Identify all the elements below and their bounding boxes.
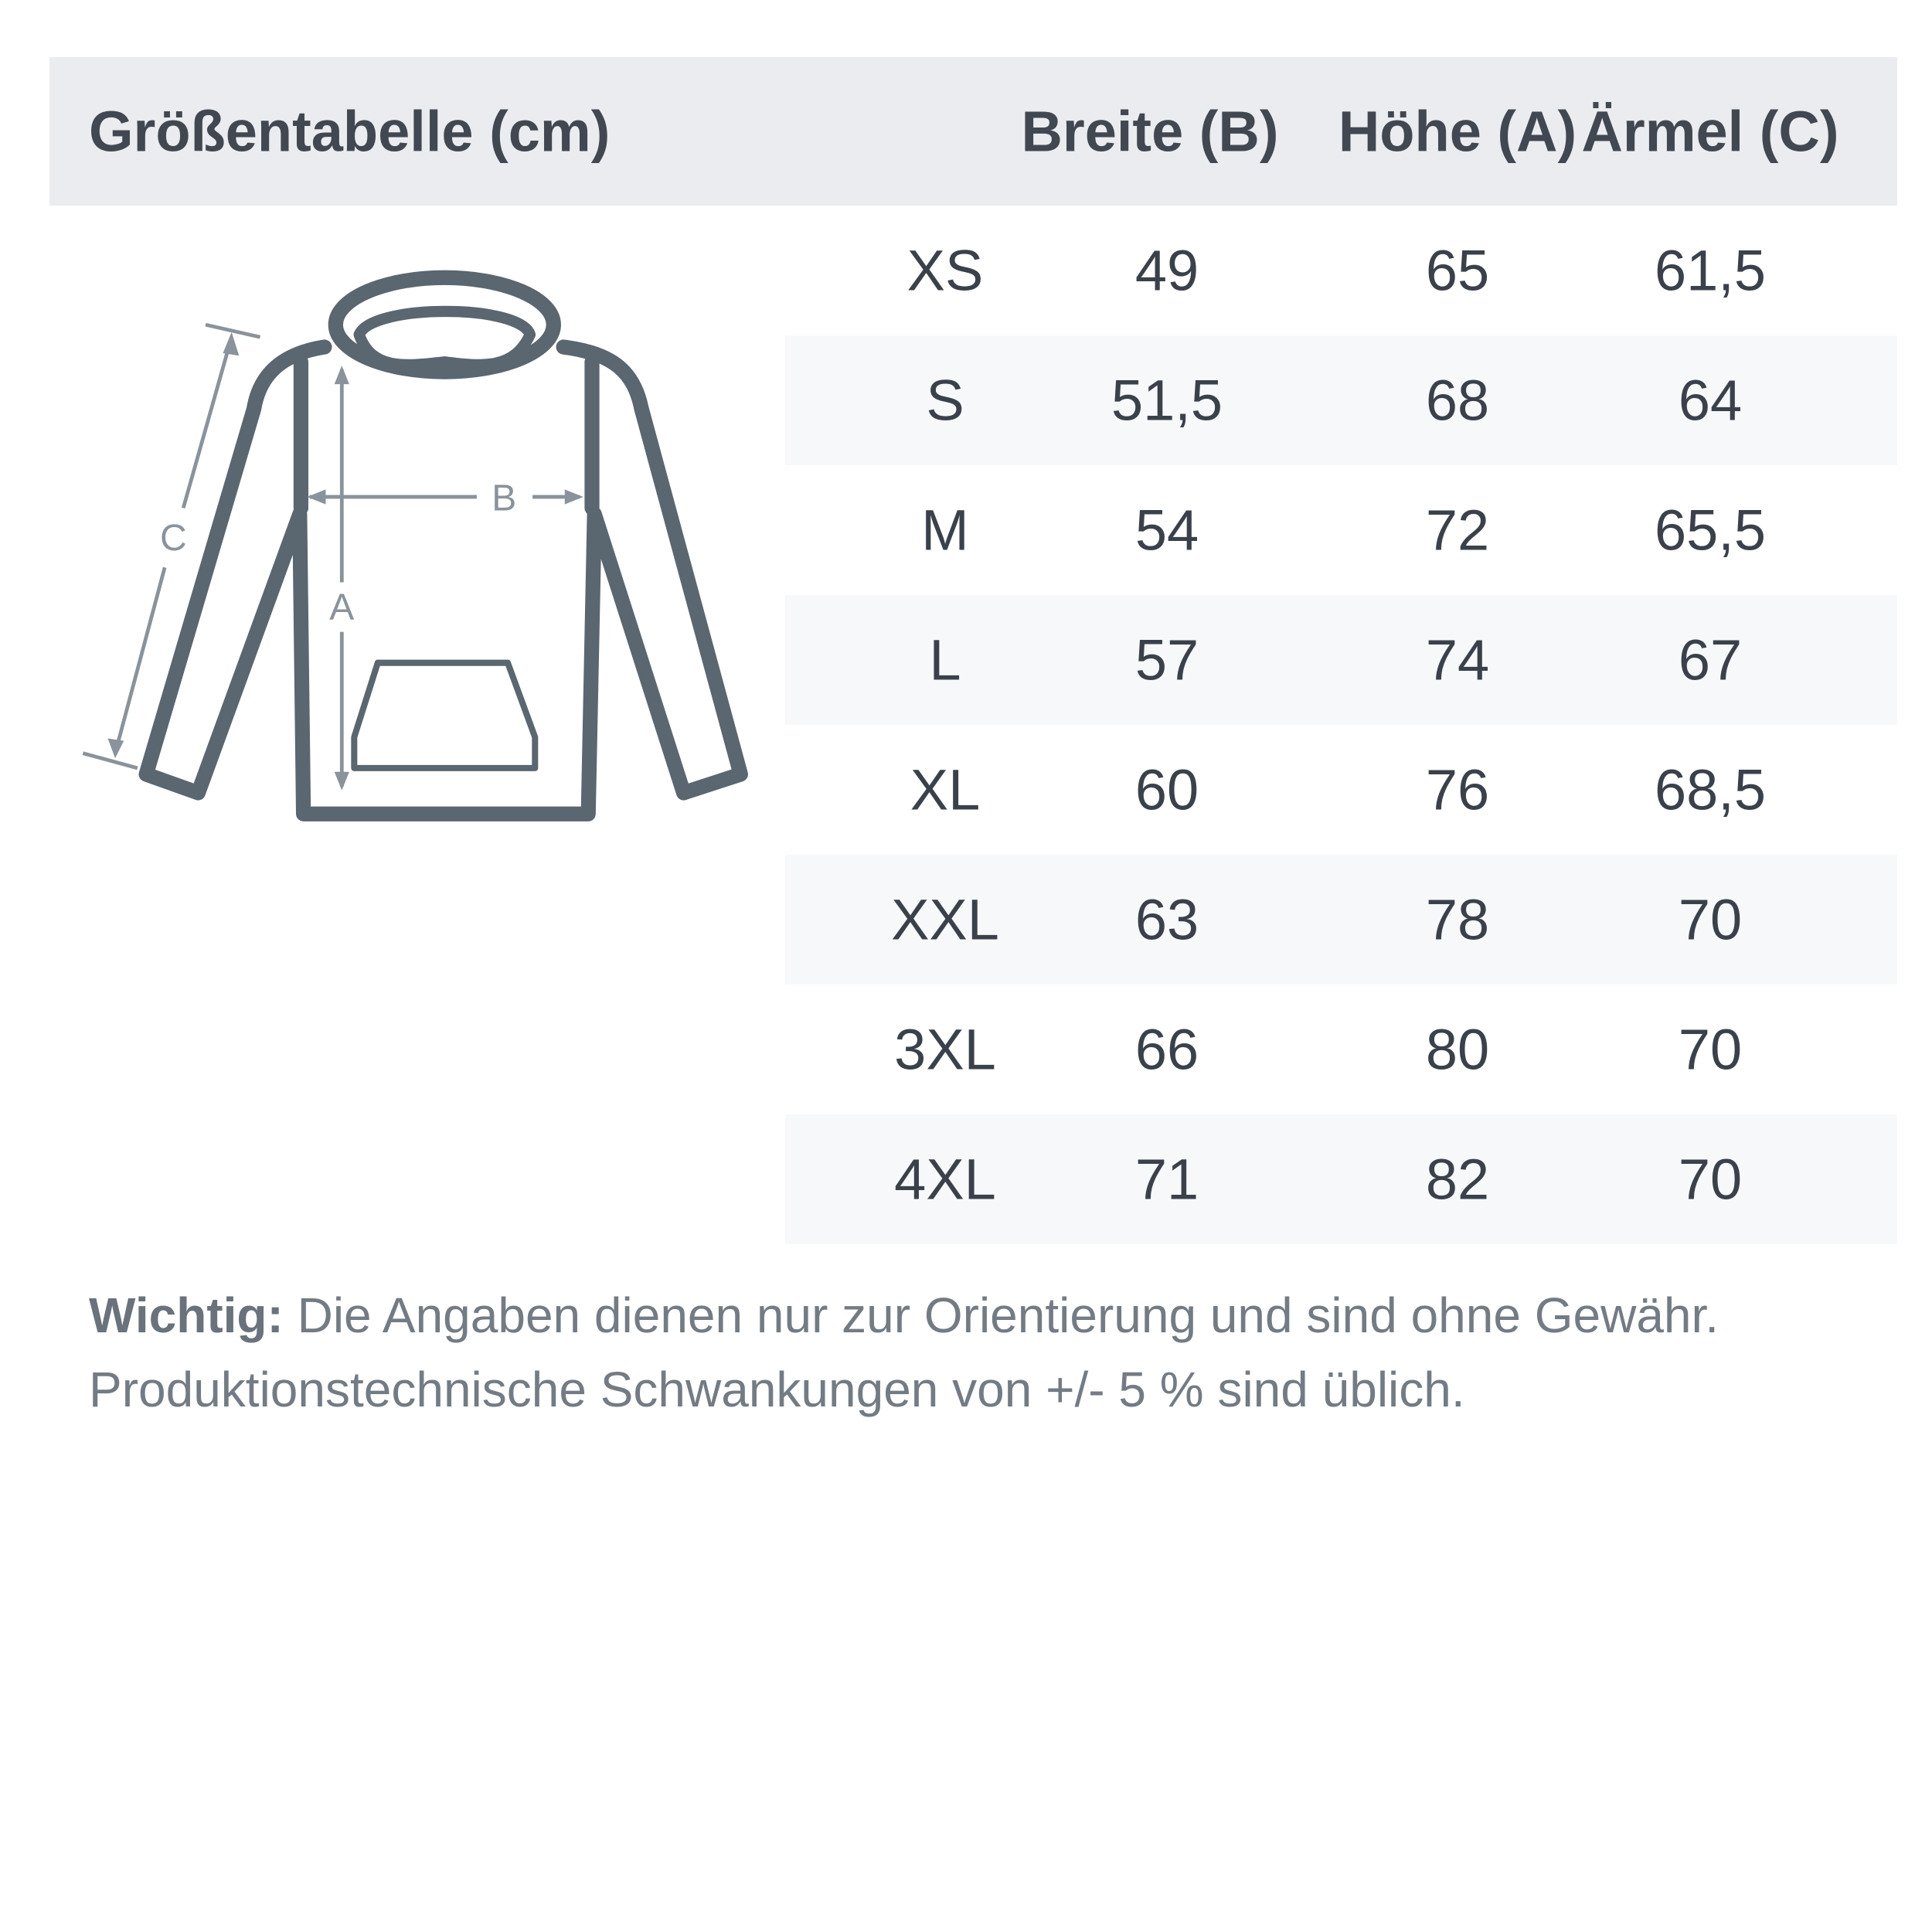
cell-size: M <box>921 498 969 563</box>
cell-breite: 66 <box>1134 1017 1199 1082</box>
column-header-hoehe: Höhe (A) <box>1338 99 1577 164</box>
cell-hoehe: 65 <box>1425 238 1490 303</box>
disclaimer-text: Die Angaben dienen nur zur Orientierung … <box>283 1287 1719 1343</box>
cell-breite: 51,5 <box>1111 368 1223 433</box>
column-header-aermel: Ärmel (C) <box>1581 99 1839 164</box>
page-title: Größentabelle (cm) <box>89 99 611 164</box>
cell-breite: 49 <box>1134 238 1199 303</box>
table-row: 4XL 71 82 70 <box>785 1114 1897 1244</box>
cell-aermel: 70 <box>1678 1147 1743 1212</box>
table-row: 3XL 66 80 70 <box>785 985 1897 1114</box>
table-row: XXL 63 78 70 <box>785 855 1897 985</box>
hoodie-outline <box>138 339 748 821</box>
cell-hoehe: 68 <box>1425 368 1490 433</box>
cell-aermel: 64 <box>1678 368 1743 433</box>
cell-breite: 60 <box>1134 757 1199 822</box>
cell-aermel: 70 <box>1678 1017 1743 1082</box>
cell-hoehe: 78 <box>1425 887 1490 952</box>
table-row: L 57 74 67 <box>785 595 1897 725</box>
cell-size: 4XL <box>894 1147 996 1212</box>
cell-size: S <box>926 368 964 433</box>
disclaimer-label: Wichtig: <box>89 1287 284 1343</box>
cell-aermel: 61,5 <box>1654 238 1767 303</box>
cell-aermel: 65,5 <box>1654 498 1767 563</box>
kangaroo-pocket <box>351 659 539 771</box>
label-b: B <box>492 478 516 519</box>
cell-aermel: 68,5 <box>1654 757 1767 822</box>
hoodie-measurement-icon: C A B <box>82 270 748 821</box>
cell-hoehe: 72 <box>1425 498 1490 563</box>
cell-size: XS <box>906 238 984 303</box>
column-header-breite: Breite (B) <box>1021 99 1279 164</box>
cell-hoehe: 74 <box>1425 628 1490 692</box>
disclaimer-line-1: Wichtig: Die Angaben dienen nur zur Orie… <box>89 1287 1719 1344</box>
cell-breite: 54 <box>1134 498 1199 563</box>
cell-size: XL <box>910 757 981 822</box>
cell-breite: 71 <box>1134 1147 1199 1212</box>
hood-inner <box>353 305 536 371</box>
table-row: XS 49 65 61,5 <box>785 206 1897 335</box>
disclaimer-line-2: Produktionstechnische Schwankungen von +… <box>89 1362 1465 1417</box>
label-a: A <box>329 587 354 628</box>
table-row: XL 60 76 68,5 <box>785 725 1897 855</box>
cell-breite: 63 <box>1134 887 1199 952</box>
cell-hoehe: 80 <box>1425 1017 1490 1082</box>
hood-outer <box>328 270 561 379</box>
cell-aermel: 67 <box>1678 628 1743 692</box>
table-row: S 51,5 68 64 <box>785 335 1897 465</box>
cell-size: XXL <box>891 887 999 952</box>
table-row: M 54 72 65,5 <box>785 465 1897 595</box>
cell-size: 3XL <box>894 1017 996 1082</box>
cell-size: L <box>929 628 961 692</box>
cell-aermel: 70 <box>1678 887 1743 952</box>
cell-breite: 57 <box>1134 628 1199 692</box>
cell-hoehe: 76 <box>1425 757 1490 822</box>
label-c: C <box>160 517 187 559</box>
cell-hoehe: 82 <box>1425 1147 1490 1212</box>
table-header <box>49 57 1897 206</box>
